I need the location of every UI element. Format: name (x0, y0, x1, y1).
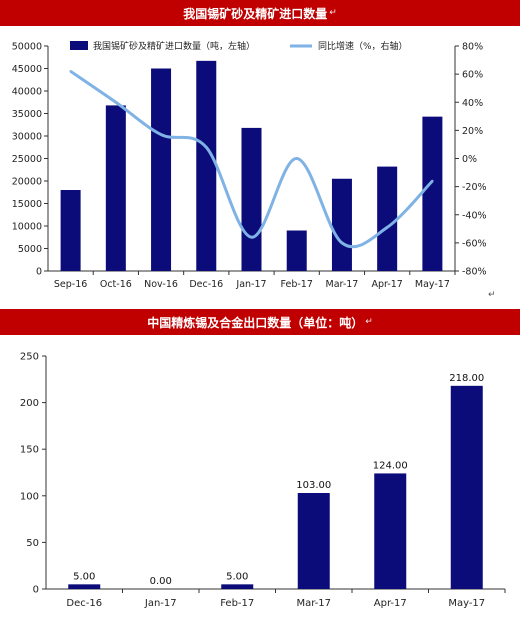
legend-line-label: 同比增速（%，右轴） (318, 40, 408, 52)
import-bar (151, 68, 172, 271)
bar-data-label: 103.00 (296, 480, 331, 491)
y-tick-label: 0 (33, 585, 39, 596)
legend-bar-label: 我国锡矿砂及精矿进口数量（吨，左轴） (93, 40, 255, 52)
chart2-title-banner: 中国精炼锡及合金出口数量（单位：吨） ↵ (0, 309, 520, 335)
right-tick-label: 0% (462, 154, 477, 165)
right-tick-label: 20% (462, 126, 483, 137)
import-bar (196, 60, 217, 271)
yoy-point (205, 146, 208, 149)
import-bar (331, 178, 352, 271)
left-tick-label: 40000 (12, 87, 42, 98)
import-bar (286, 230, 307, 271)
yoy-point (250, 236, 253, 239)
chart1-svg: 0 5000 10000 15000 20000 25000 30000 35000 40000… (12, 40, 487, 290)
y-tick-label: 150 (20, 445, 39, 456)
x-tick-label: May-17 (415, 279, 450, 290)
chart1-title: 我国锡矿砂及精矿进口数量 (183, 6, 328, 21)
left-tick-label: 50000 (12, 42, 42, 53)
x-tick-label: Dec-16 (189, 279, 223, 290)
y-tick-label: 100 (20, 491, 39, 502)
x-tick-label: Feb-17 (281, 279, 313, 290)
export-bar (374, 473, 407, 589)
return-mark-icon: ↵ (488, 290, 496, 300)
y-tick-label: 200 (20, 398, 39, 409)
import-bar (105, 105, 126, 272)
yoy-point (295, 157, 298, 160)
export-bar (297, 493, 330, 589)
right-tick-label: 60% (462, 70, 483, 81)
bar-data-label: 5.00 (226, 571, 248, 582)
bar-data-label: 5.00 (73, 571, 95, 582)
legend-bar-swatch (70, 41, 88, 50)
left-tick-label: 0 (36, 267, 42, 278)
export-bar (68, 584, 101, 589)
import-bar (377, 166, 398, 271)
chart2-svg: 0 50 100 150 200 250 5.00 Dec-16 0.00 Jan-17 5.00 F… (20, 352, 506, 609)
right-tick-label: -40% (462, 210, 487, 221)
yoy-point (69, 70, 72, 73)
x-tick-label: Nov-16 (144, 279, 178, 290)
x-tick-label: Apr-17 (371, 279, 402, 290)
right-tick-label: 80% (462, 42, 483, 53)
x-tick-label: Mar-17 (296, 598, 331, 609)
import-bar (60, 190, 81, 271)
x-tick-label: Apr-17 (374, 598, 407, 609)
yoy-point (385, 226, 389, 229)
x-tick-label: Jan-17 (235, 279, 266, 290)
paragraph-mark-icon: ↵ (329, 8, 337, 18)
yoy-point (431, 179, 434, 183)
yoy-point (159, 133, 163, 136)
x-tick-label: May-17 (448, 598, 485, 609)
x-tick-label: Oct-16 (100, 279, 132, 290)
left-tick-label: 10000 (12, 222, 42, 233)
right-tick-label: -60% (462, 238, 487, 249)
paragraph-mark-icon: ↵ (365, 317, 373, 327)
export-bar (450, 385, 483, 589)
left-tick-label: 45000 (12, 64, 42, 75)
yoy-point (114, 101, 118, 104)
y-tick-label: 50 (26, 538, 39, 549)
bar-data-label: 124.00 (373, 460, 408, 471)
right-tick-label: 40% (462, 98, 483, 109)
right-tick-label: -20% (462, 182, 487, 193)
bar-data-label: 0.00 (150, 576, 172, 587)
x-tick-label: Sep-16 (54, 279, 87, 290)
yoy-growth-line (69, 70, 434, 249)
x-tick-label: Jan-17 (144, 598, 177, 609)
x-tick-label: Mar-17 (326, 279, 359, 290)
y-tick-label: 250 (20, 352, 39, 363)
yoy-point (340, 241, 344, 245)
left-tick-label: 25000 (12, 154, 42, 165)
import-bar (241, 127, 262, 272)
right-tick-label: -80% (462, 267, 487, 278)
left-tick-label: 35000 (12, 109, 42, 120)
left-tick-label: 15000 (12, 199, 42, 210)
left-tick-label: 5000 (18, 244, 42, 255)
x-tick-label: Dec-16 (66, 598, 102, 609)
import-bar (422, 116, 443, 272)
chart1-title-banner: 我国锡矿砂及精矿进口数量 ↵ (0, 0, 520, 26)
chart2-title: 中国精炼锡及合金出口数量（单位：吨） (147, 315, 364, 330)
left-tick-label: 30000 (12, 132, 42, 143)
x-tick-label: Feb-17 (220, 598, 254, 609)
left-tick-label: 20000 (12, 177, 42, 188)
chart1-panel: 0 5000 10000 15000 20000 25000 30000 35000 40000… (0, 26, 520, 308)
export-bar (221, 584, 254, 589)
chart2-panel: 0 50 100 150 200 250 5.00 Dec-16 0.00 Jan-17 5.00 F… (0, 336, 520, 613)
bar-data-label: 218.00 (449, 373, 484, 384)
